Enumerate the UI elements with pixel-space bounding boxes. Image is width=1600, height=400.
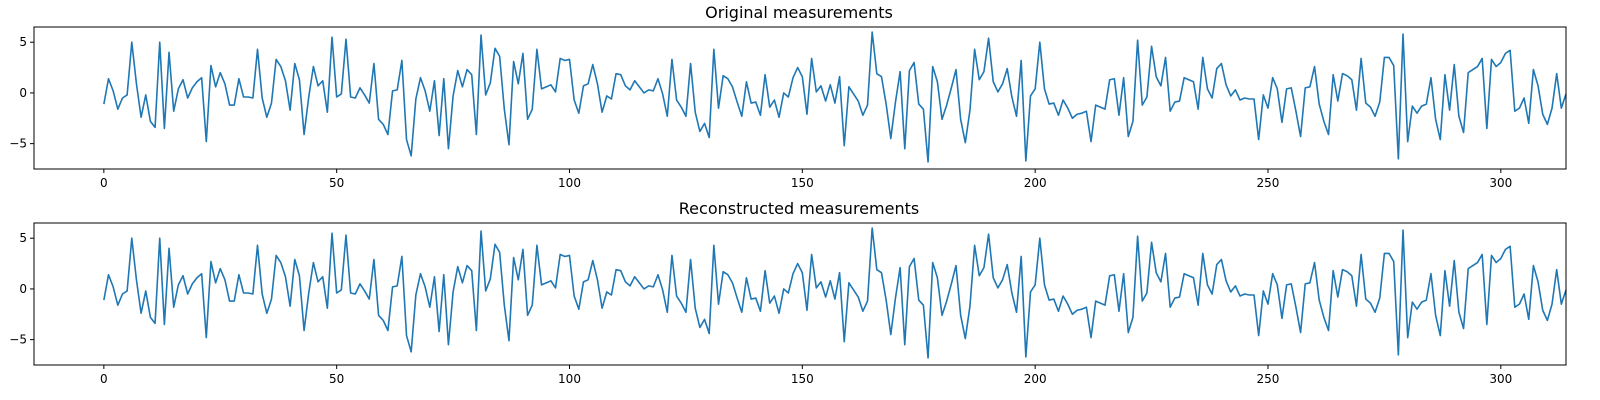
- y-tick-label-reconstructed-5: 5: [19, 231, 27, 245]
- x-tick-label-original-150: 150: [791, 176, 814, 190]
- x-tick-label-original-200: 200: [1024, 176, 1047, 190]
- chart-panel-reconstructed: Reconstructed measurements 0 50 100 150 200 2…: [9, 199, 1567, 386]
- y-tick-label-reconstructed-0: 0: [19, 282, 27, 296]
- chart-title-original: Original measurements: [705, 3, 893, 22]
- x-tick-label-original-300: 300: [1489, 176, 1512, 190]
- y-tick-label-original--5: −5: [9, 137, 27, 151]
- y-tick-label-original-5: 5: [19, 35, 27, 49]
- y-tick-label-reconstructed--5: −5: [9, 333, 27, 347]
- x-tick-label-reconstructed-50: 50: [329, 372, 344, 386]
- x-tick-label-original-0: 0: [100, 176, 108, 190]
- x-tick-label-reconstructed-0: 0: [100, 372, 108, 386]
- chart-title-reconstructed: Reconstructed measurements: [679, 199, 919, 218]
- x-tick-label-reconstructed-100: 100: [558, 372, 581, 386]
- x-tick-label-reconstructed-150: 150: [791, 372, 814, 386]
- x-tick-label-original-250: 250: [1257, 176, 1280, 190]
- series-line-original: [103, 31, 1567, 163]
- x-tick-label-reconstructed-250: 250: [1257, 372, 1280, 386]
- x-tick-label-reconstructed-300: 300: [1489, 372, 1512, 386]
- series-line-reconstructed: [103, 227, 1567, 359]
- x-tick-label-original-100: 100: [558, 176, 581, 190]
- y-tick-label-original-0: 0: [19, 86, 27, 100]
- axes-frame-original: [33, 26, 1567, 170]
- x-tick-label-original-50: 50: [329, 176, 344, 190]
- chart-panel-original: Original measurements 0 50 100 150 200 250 300…: [9, 3, 1567, 190]
- x-tick-label-reconstructed-200: 200: [1024, 372, 1047, 386]
- axes-frame-reconstructed: [33, 222, 1567, 366]
